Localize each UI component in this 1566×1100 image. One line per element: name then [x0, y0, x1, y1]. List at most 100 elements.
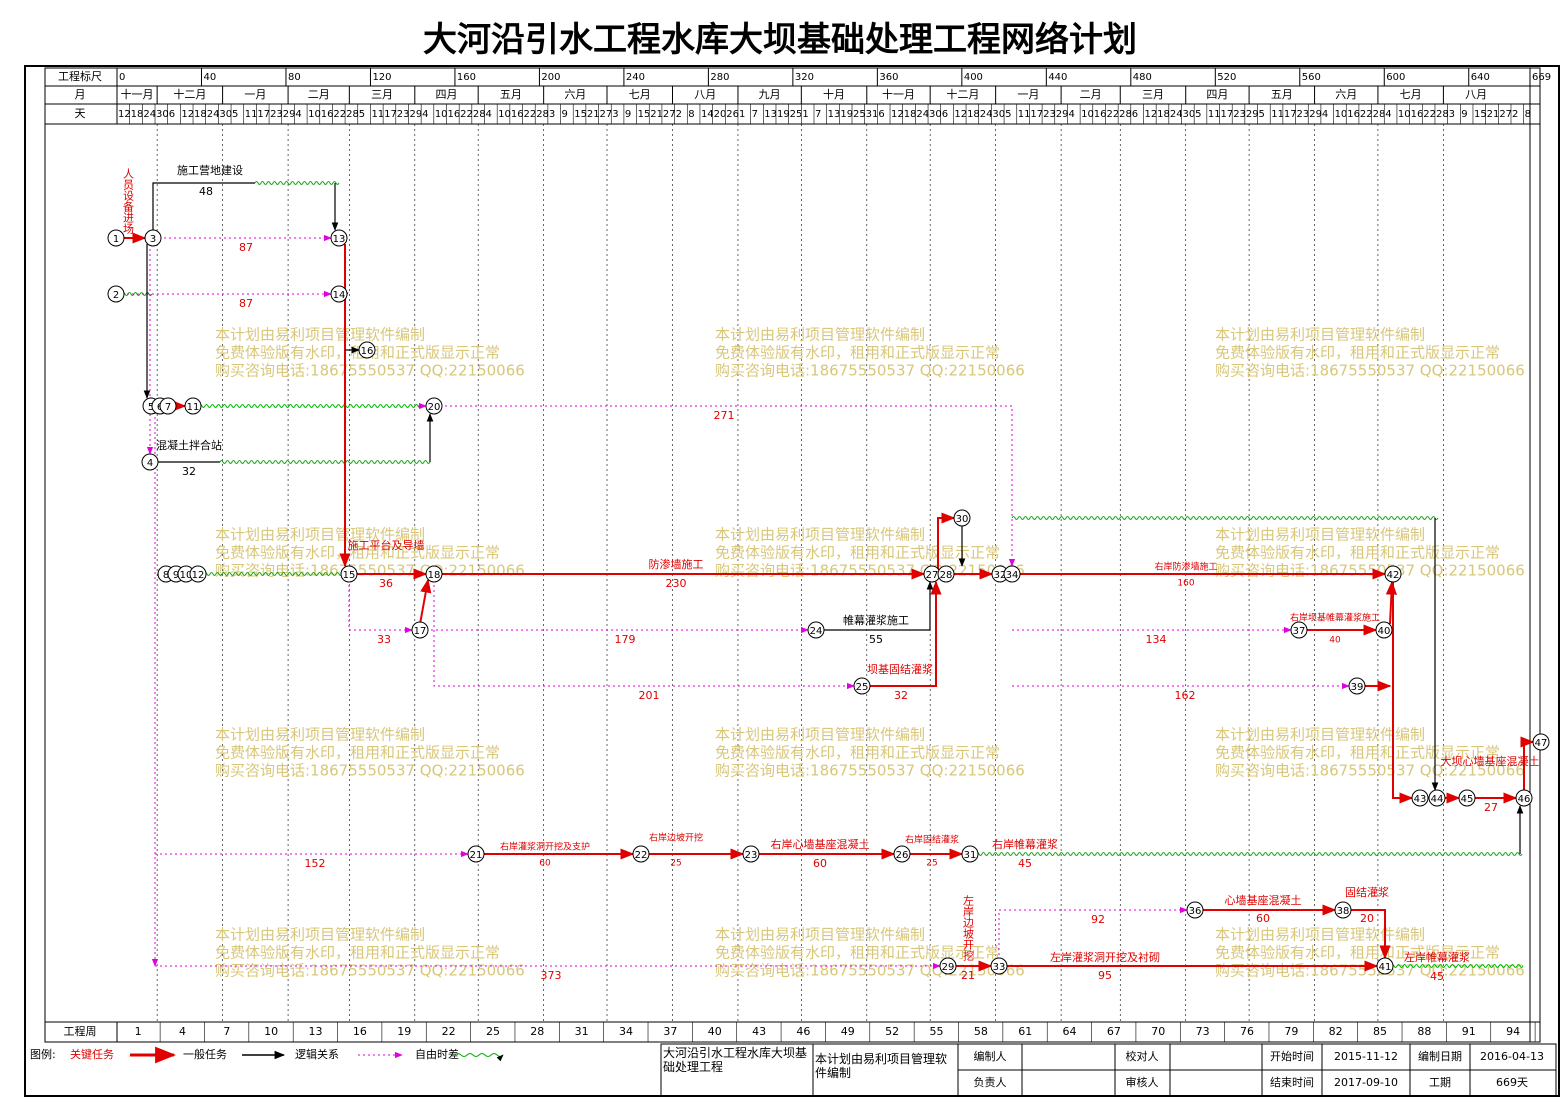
- day-label: 22: [460, 109, 473, 120]
- day-label: 8: [688, 109, 694, 120]
- day-label: 18: [1157, 109, 1170, 120]
- day-label: 30: [992, 109, 1005, 120]
- node-label: 24: [810, 626, 823, 637]
- week-label: 25: [486, 1025, 500, 1038]
- node-label: 17: [414, 626, 427, 637]
- day-label: 12: [118, 109, 131, 120]
- activity-duration: 32: [894, 689, 908, 702]
- month-label: 七月: [629, 88, 651, 101]
- day-label: 10: [1335, 109, 1348, 120]
- node-label: 1: [113, 234, 119, 245]
- node-label: 21: [470, 850, 483, 861]
- week-label: 16: [353, 1025, 367, 1038]
- node-label: 15: [343, 570, 356, 581]
- arrow: [1392, 580, 1414, 804]
- day-label: 3: [1449, 109, 1455, 120]
- node-label: 47: [1535, 738, 1548, 749]
- day-label: 17: [1221, 109, 1234, 120]
- node: [632, 845, 650, 863]
- day-label: 27: [1499, 109, 1512, 120]
- activity-name: 帷幕灌浆施工: [843, 613, 909, 627]
- node-label: 42: [1387, 570, 1400, 581]
- month-label: 四月: [435, 88, 457, 101]
- week-label: 94: [1506, 1025, 1520, 1038]
- month-label: 六月: [1335, 88, 1357, 101]
- scale-tick-label: 200: [541, 72, 560, 83]
- activity-duration: 20: [1360, 912, 1374, 925]
- scale-tick-label: 40: [203, 72, 216, 83]
- scale-tick-label: 440: [1048, 72, 1067, 83]
- node: [1532, 733, 1550, 751]
- watermark: 购买咨询电话:18675550537 QQ:22150066: [715, 762, 1025, 780]
- node-label: 20: [428, 402, 441, 413]
- float-label: 373: [541, 969, 562, 982]
- day-label: 28: [1436, 109, 1449, 120]
- activity-name: 左岸边坡开挖: [962, 895, 975, 961]
- node-label: 4: [147, 458, 153, 469]
- day-label: 5: [232, 109, 238, 120]
- activity-name: 混凝土拌合站: [156, 438, 222, 452]
- week-label: 79: [1284, 1025, 1298, 1038]
- day-label: 10: [1398, 109, 1411, 120]
- arrow: [998, 906, 1188, 960]
- activity-name: 固结灌浆: [1345, 885, 1389, 899]
- watermark: 免费体验版有水印，租用和正式版显示正常: [215, 944, 500, 962]
- week-label: 49: [841, 1025, 855, 1038]
- activity-name: 施工平台及导墙: [348, 538, 425, 552]
- day-label: 4: [1068, 109, 1074, 120]
- arrow: [152, 182, 255, 232]
- scale-tick-label: 480: [1133, 72, 1152, 83]
- node: [1290, 621, 1308, 639]
- activity-name: 心墙基座混凝土: [1225, 893, 1302, 907]
- scale-tick-label: 640: [1471, 72, 1490, 83]
- day-label: 14: [701, 109, 714, 120]
- week-label: 7: [223, 1025, 230, 1038]
- watermark: 免费体验版有水印，租用和正式版显示正常: [715, 344, 1000, 362]
- day-label: 23: [1043, 109, 1056, 120]
- node-label: 30: [956, 514, 969, 525]
- day-label: 7: [815, 109, 821, 120]
- week-label: 46: [796, 1025, 810, 1038]
- day-label: 23: [1297, 109, 1310, 120]
- week-label: 31: [575, 1025, 589, 1038]
- week-label: 52: [885, 1025, 899, 1038]
- watermark: 本计划由易利项目管理软件编制: [215, 526, 425, 544]
- watermark: 免费体验版有水印，租用和正式版显示正常: [1215, 944, 1500, 962]
- day-label: 19: [777, 109, 790, 120]
- footer-table: [660, 1043, 1557, 1097]
- node-label: 40: [1378, 626, 1391, 637]
- day-label: 25: [790, 109, 803, 120]
- week-label: 34: [619, 1025, 633, 1038]
- day-label: 31: [866, 109, 879, 120]
- day-label: 5: [1005, 109, 1011, 120]
- day-label: 10: [1081, 109, 1094, 120]
- day-label: 28: [473, 109, 486, 120]
- node-label: 3: [150, 234, 156, 245]
- node: [1348, 677, 1366, 695]
- node-label: 45: [1461, 794, 1474, 805]
- node-label: 33: [993, 962, 1006, 973]
- day-label: 13: [764, 109, 777, 120]
- month-label: 三月: [1142, 88, 1164, 101]
- activity-duration: 25: [926, 859, 937, 869]
- month-label: 三月: [371, 88, 393, 101]
- float-label: 201: [639, 689, 660, 702]
- node: [144, 229, 162, 247]
- day-label: 29: [1246, 109, 1259, 120]
- watermark: 本计划由易利项目管理软件编制: [1215, 526, 1425, 544]
- node-label: 28: [940, 570, 953, 581]
- day-label: 7: [752, 109, 758, 120]
- float-label: 152: [305, 857, 326, 870]
- day-label: 8: [1525, 109, 1531, 120]
- week-label: 73: [1196, 1025, 1210, 1038]
- watermark: 购买咨询电话:18675550537 QQ:22150066: [715, 362, 1025, 380]
- node: [425, 565, 443, 583]
- day-label: 21: [587, 109, 600, 120]
- day-label: 10: [435, 109, 448, 120]
- day-label: 24: [1170, 109, 1183, 120]
- day-label: 24: [207, 109, 220, 120]
- node: [330, 285, 348, 303]
- node: [1003, 565, 1021, 583]
- day-label: 11: [371, 109, 384, 120]
- month-label: 二月: [308, 88, 330, 101]
